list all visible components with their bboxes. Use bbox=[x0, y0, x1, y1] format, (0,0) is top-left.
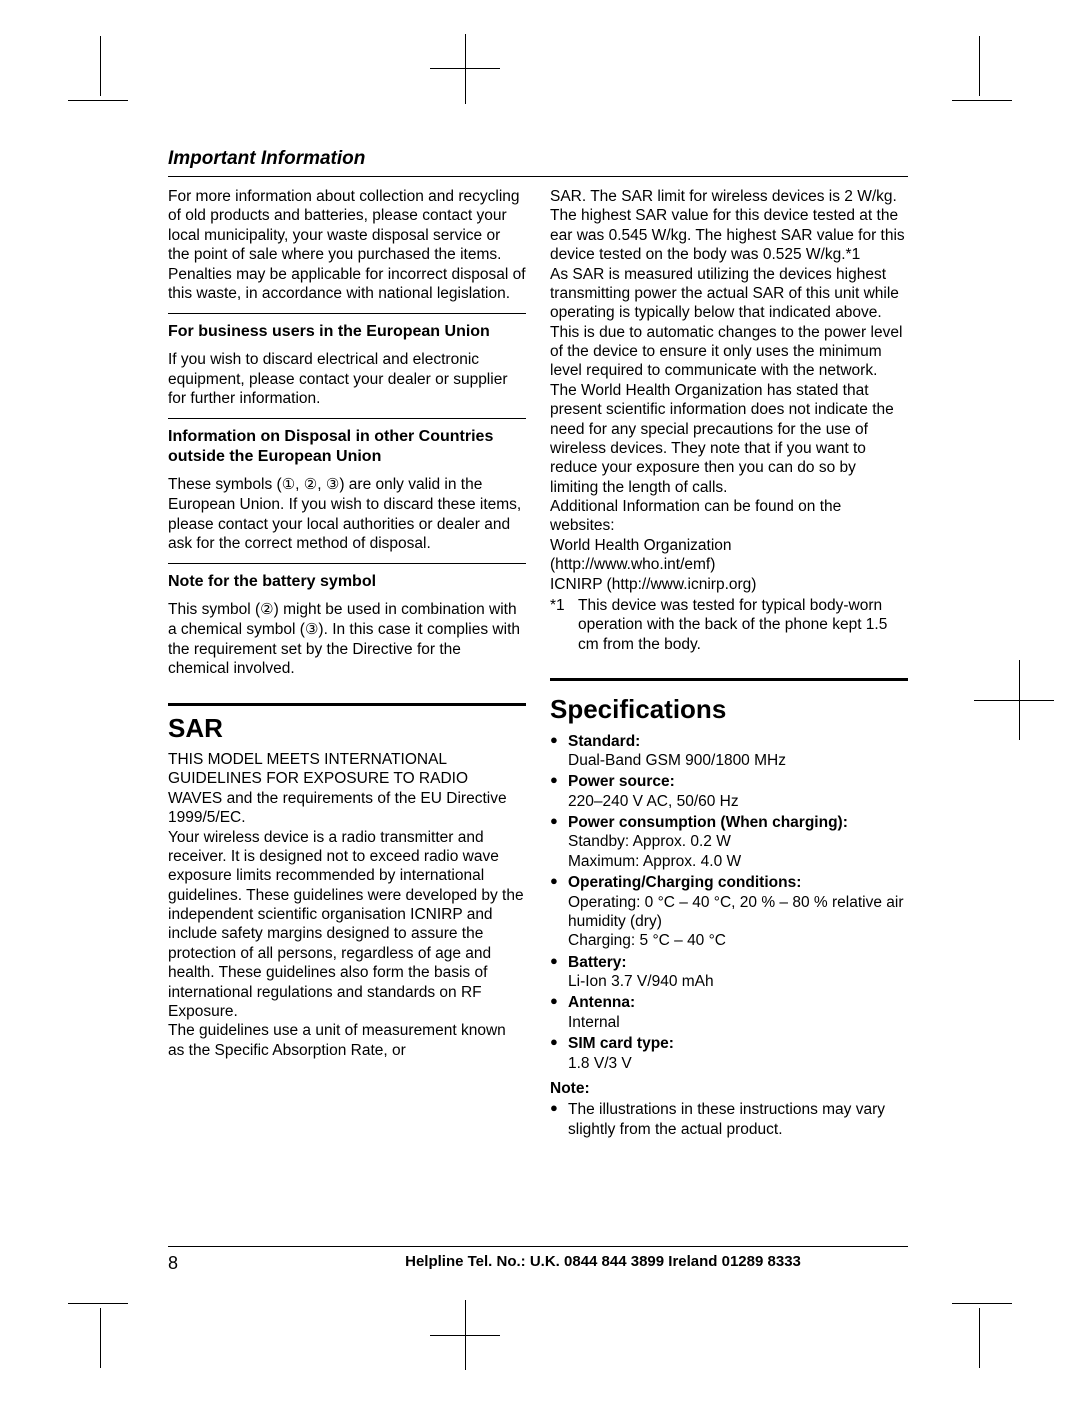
symbol-icon: ③ bbox=[305, 621, 318, 638]
body-text: Penalties may be applicable for incorrec… bbox=[168, 265, 526, 304]
body-text: THIS MODEL MEETS INTERNATIONAL GUIDELINE… bbox=[168, 750, 526, 828]
crop-mark bbox=[465, 1300, 466, 1370]
spec-label: Battery: bbox=[568, 954, 627, 971]
body-text: SAR. The SAR limit for wireless devices … bbox=[550, 187, 908, 265]
section-heading: Specifications bbox=[550, 687, 908, 726]
text-fragment: These symbols ( bbox=[168, 476, 282, 493]
body-text: World Health Organization bbox=[550, 536, 908, 555]
left-column: For more information about collection an… bbox=[168, 187, 526, 1139]
symbol-icon: ③ bbox=[326, 476, 339, 493]
spec-value: Li-Ion 3.7 V/940 mAh bbox=[568, 973, 714, 990]
spec-value: Operating: 0 °C – 40 °C, 20 % – 80 % rel… bbox=[568, 894, 903, 930]
spec-item: Standard: Dual-Band GSM 900/1800 MHz bbox=[550, 732, 908, 771]
page-content: Important Information For more informati… bbox=[168, 148, 908, 1258]
footnote: *1 This device was tested for typical bo… bbox=[550, 596, 908, 654]
right-column: SAR. The SAR limit for wireless devices … bbox=[550, 187, 908, 1139]
symbol-icon: ① bbox=[282, 476, 295, 493]
spec-list: Standard: Dual-Band GSM 900/1800 MHz Power… bbox=[550, 732, 908, 1073]
spec-item: Power source: 220–240 V AC, 50/60 Hz bbox=[550, 772, 908, 811]
crop-mark bbox=[974, 700, 1054, 701]
crop-mark bbox=[979, 1308, 980, 1368]
note-label: Note: bbox=[550, 1079, 908, 1098]
body-text: This symbol (②) might be used in combina… bbox=[168, 600, 526, 678]
page-number: 8 bbox=[168, 1253, 298, 1274]
body-text: ICNIRP (http://www.icnirp.org) bbox=[550, 575, 908, 594]
section-rule bbox=[550, 678, 908, 681]
symbol-icon: ② bbox=[260, 601, 273, 618]
spec-label: Antenna: bbox=[568, 994, 635, 1011]
body-text: If you wish to discard electrical and el… bbox=[168, 350, 526, 408]
body-text: These symbols (①, ②, ③) are only valid i… bbox=[168, 475, 526, 553]
sub-heading: Information on Disposal in other Countri… bbox=[168, 418, 526, 467]
crop-mark bbox=[465, 34, 466, 104]
crop-mark bbox=[952, 1303, 1012, 1304]
spec-value: Internal bbox=[568, 1014, 620, 1031]
sub-heading: For business users in the European Union bbox=[168, 313, 526, 342]
sub-heading: Note for the battery symbol bbox=[168, 563, 526, 592]
helpline-text: Helpline Tel. No.: U.K. 0844 844 3899 Ir… bbox=[298, 1253, 908, 1274]
spec-label: Power source: bbox=[568, 773, 675, 790]
footnote-mark: *1 bbox=[550, 596, 565, 615]
body-text: For more information about collection an… bbox=[168, 187, 526, 265]
spec-item: SIM card type: 1.8 V/3 V bbox=[550, 1034, 908, 1073]
text-columns: For more information about collection an… bbox=[168, 187, 908, 1139]
body-text: Additional Information can be found on t… bbox=[550, 497, 908, 536]
body-text: The World Health Organization has stated… bbox=[550, 381, 908, 497]
spec-value: Dual-Band GSM 900/1800 MHz bbox=[568, 752, 786, 769]
crop-mark bbox=[979, 36, 980, 96]
page-title: Important Information bbox=[168, 148, 908, 177]
crop-mark bbox=[100, 36, 101, 96]
spec-item: Operating/Charging conditions: Operating:… bbox=[550, 873, 908, 951]
symbol-icon: ② bbox=[304, 476, 317, 493]
note-item: The illustrations in these instructions … bbox=[550, 1100, 908, 1139]
spec-value: Charging: 5 °C – 40 °C bbox=[568, 932, 726, 949]
crop-mark bbox=[68, 1303, 128, 1304]
spec-value: 220–240 V AC, 50/60 Hz bbox=[568, 793, 739, 810]
spec-label: Standard: bbox=[568, 733, 640, 750]
text-fragment: This symbol ( bbox=[168, 601, 260, 618]
body-text: The guidelines use a unit of measurement… bbox=[168, 1021, 526, 1060]
spec-value: Standby: Approx. 0.2 W bbox=[568, 833, 731, 850]
page-footer: 8 Helpline Tel. No.: U.K. 0844 844 3899 … bbox=[168, 1246, 908, 1274]
spec-value: 1.8 V/3 V bbox=[568, 1055, 632, 1072]
crop-mark bbox=[68, 100, 128, 101]
body-text: (http://www.who.int/emf) bbox=[550, 555, 908, 574]
spec-value: Maximum: Approx. 4.0 W bbox=[568, 853, 741, 870]
body-text: Your wireless device is a radio transmit… bbox=[168, 828, 526, 1022]
spec-item: Antenna: Internal bbox=[550, 993, 908, 1032]
section-heading: SAR bbox=[168, 703, 526, 745]
note-list: The illustrations in these instructions … bbox=[550, 1100, 908, 1139]
crop-mark bbox=[952, 100, 1012, 101]
spec-label: Operating/Charging conditions: bbox=[568, 874, 801, 891]
spec-label: Power consumption (When charging): bbox=[568, 814, 848, 831]
spec-item: Power consumption (When charging): Standb… bbox=[550, 813, 908, 871]
spec-item: Battery: Li-Ion 3.7 V/940 mAh bbox=[550, 953, 908, 992]
body-text: As SAR is measured utilizing the devices… bbox=[550, 265, 908, 381]
footnote-text: This device was tested for typical body-… bbox=[578, 597, 887, 653]
spec-label: SIM card type: bbox=[568, 1035, 674, 1052]
crop-mark bbox=[100, 1308, 101, 1368]
